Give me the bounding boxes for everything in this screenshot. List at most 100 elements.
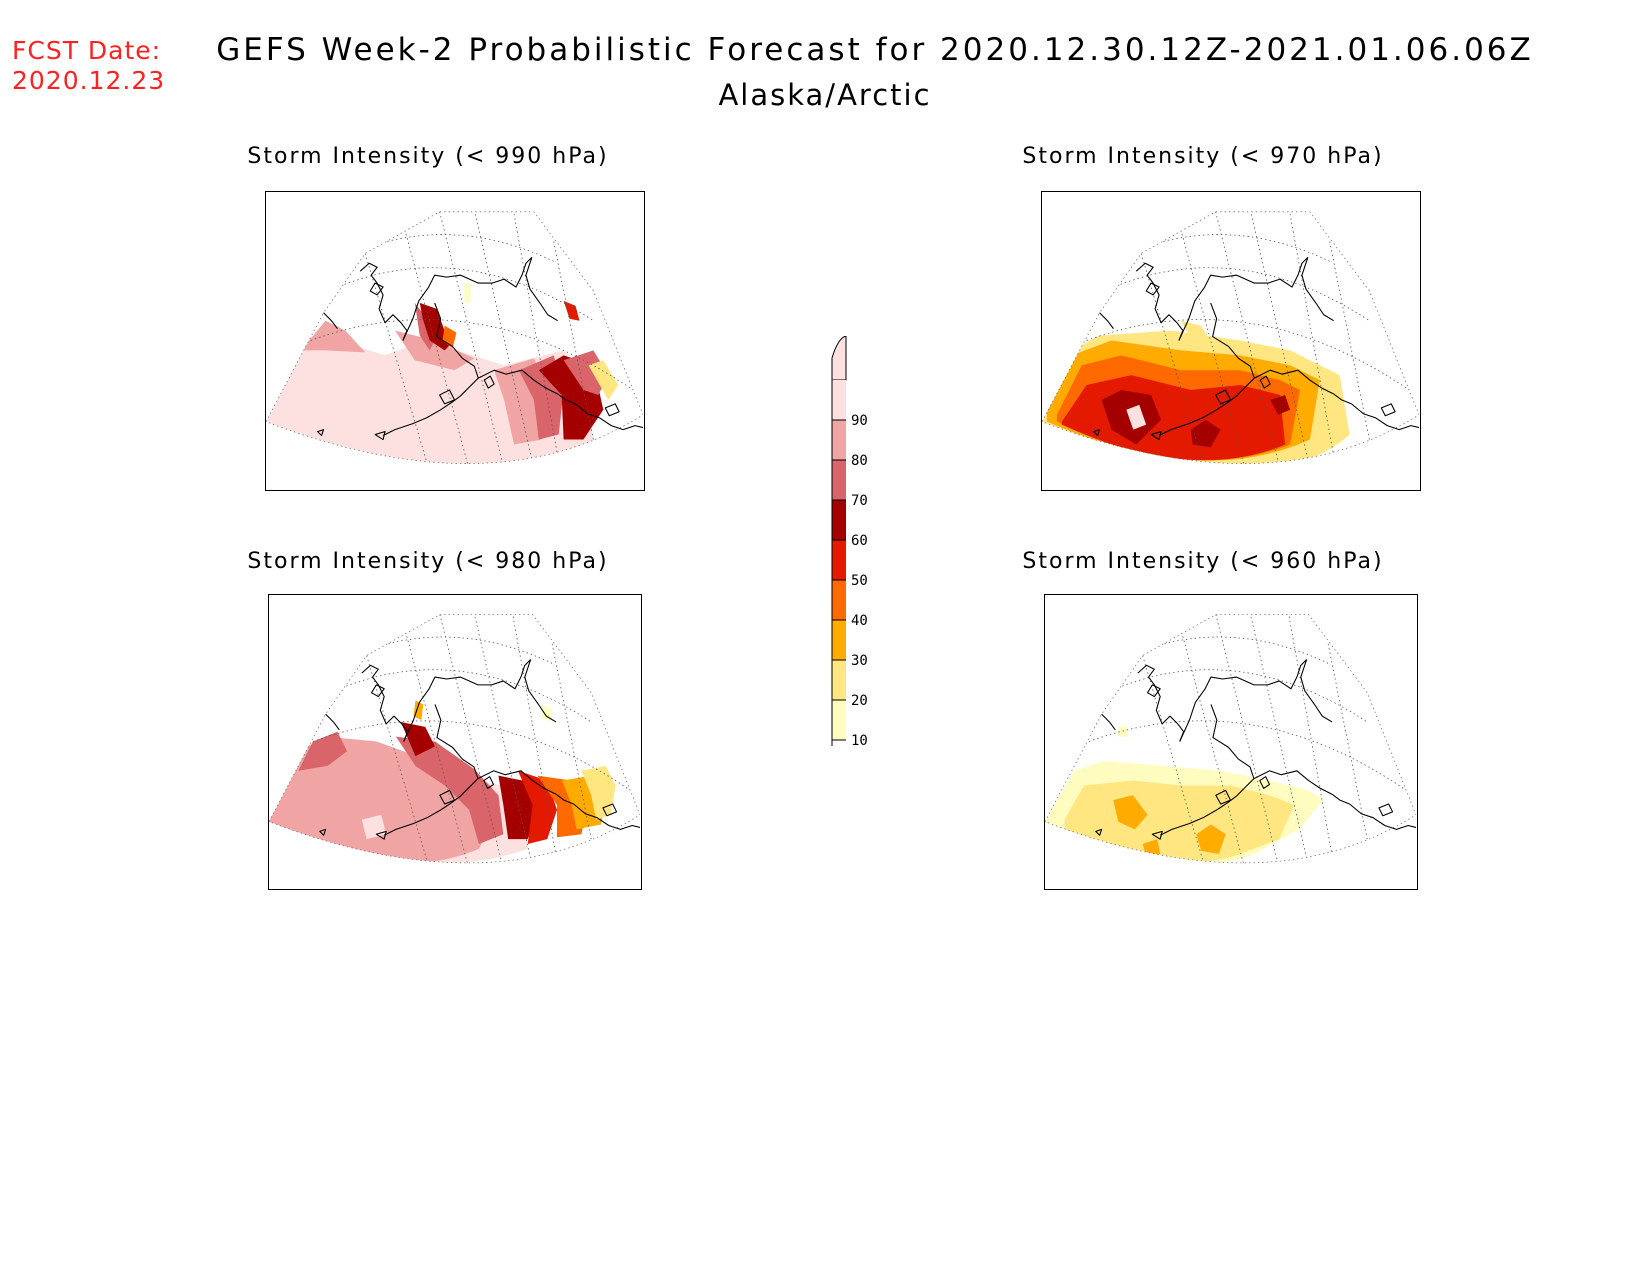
probability-contour [563,350,609,395]
longitude-line [1142,655,1212,863]
coastline-segment [439,389,456,405]
colorbar-bin [832,660,846,700]
probability-contour [1118,726,1128,737]
longitude-line [1180,229,1251,464]
longitude-line [1181,632,1251,863]
longitude-line [439,211,510,464]
colorbar-tick-label: 70 [851,493,868,509]
coastline-segment [359,262,408,341]
latitude-line [342,669,592,723]
latitude-line [312,720,631,791]
coastline-segment [604,403,620,417]
coastline-segment [573,803,640,830]
coastline-segment [1215,789,1232,805]
longitude-line [1289,213,1341,464]
probability-map-960 [1045,614,1416,864]
coastline-segment [375,830,387,840]
coastline-segment [483,375,495,389]
probability-contour [464,283,471,303]
coastline-segment [1259,375,1271,389]
probability-contour [1196,824,1226,854]
map-panel-990 [265,191,645,491]
probability-map-970 [1042,211,1419,464]
coastline-segment [1158,401,1229,437]
latitude-line [1118,669,1368,723]
coastline [1095,659,1416,840]
panel-title-960: Storm Intensity (< 960 hPa) [1022,549,1384,574]
coastline-segment [1150,431,1162,441]
latitude-line [371,636,553,664]
coastline [1093,256,1419,441]
coastline-segment [325,713,340,731]
domain-boundary [1042,211,1419,464]
longitude-line [473,614,538,863]
coastline-segment [383,801,453,836]
coastline-segment [1135,262,1184,341]
longitude-line [405,632,475,863]
coastline-segment [524,659,557,723]
latitude-line [1146,234,1330,262]
coastline-segment [439,789,456,805]
graticule [312,614,631,863]
colorbar-bin [832,460,846,500]
coastline-segment [1253,770,1350,805]
longitude-line [1215,614,1285,863]
coastline-segment [402,256,533,341]
colorbar-tick-label: 20 [851,693,868,709]
graticule [1086,211,1410,464]
probability-contour [400,721,435,757]
coastline-segment [1159,801,1229,836]
coastline-segment [1137,664,1185,742]
longitude-line [439,614,509,863]
longitude-line [513,213,565,464]
coastline-segment [369,282,384,296]
panel-title-970: Storm Intensity (< 970 hPa) [1022,144,1384,169]
coastline-segment [1146,684,1161,698]
coastline-segment [1210,302,1255,403]
probability-contour [395,736,504,845]
coastline-segment [403,659,532,742]
latitude-line [1116,267,1370,322]
latitude-line [1086,319,1410,391]
colorbar-tick-label: 60 [851,533,868,549]
coastline-segment [1215,389,1232,405]
panel-title-980: Storm Intensity (< 980 hPa) [247,549,609,574]
map-panel-980 [268,594,642,890]
coastline-segment [1145,282,1160,296]
colorbar-tick-label: 80 [851,453,868,469]
coastline-segment [370,684,385,698]
probability-fill [266,283,619,464]
longitude-line [1288,616,1339,863]
probability-contour [394,330,475,371]
longitude-line [366,655,436,863]
coastline-segment [1178,256,1309,341]
longitude-line [512,616,563,863]
map-panel-960 [1044,594,1418,890]
colorbar-tick-label: 40 [851,613,868,629]
colorbar-tick-label: 90 [851,413,868,429]
coastline-segment [434,302,479,403]
domain-boundary [266,211,643,464]
coastline-segment [382,401,453,437]
colorbar-bin [832,540,846,580]
probability-map-990 [266,211,643,464]
longitude-line [404,229,475,464]
coastline-segment [1254,369,1352,405]
colorbar-bin [832,620,846,660]
coastline-segment [602,803,618,817]
coastline-segment [1300,659,1333,723]
latitude-line [370,234,554,262]
colorbar-bin [832,700,846,740]
coastline-segment [1101,713,1116,731]
colorbar-cap-top [831,336,847,381]
longitude-line [1249,614,1314,863]
coastline-segment [1351,403,1419,431]
probability-contour [1113,795,1148,830]
probability-contour [1180,320,1211,341]
coastline-segment [1259,776,1271,789]
probability-contour [1126,404,1147,430]
longitude-line [473,211,540,464]
probability-map-980 [269,614,640,864]
coastline-segment [361,664,409,742]
graticule [310,211,634,464]
